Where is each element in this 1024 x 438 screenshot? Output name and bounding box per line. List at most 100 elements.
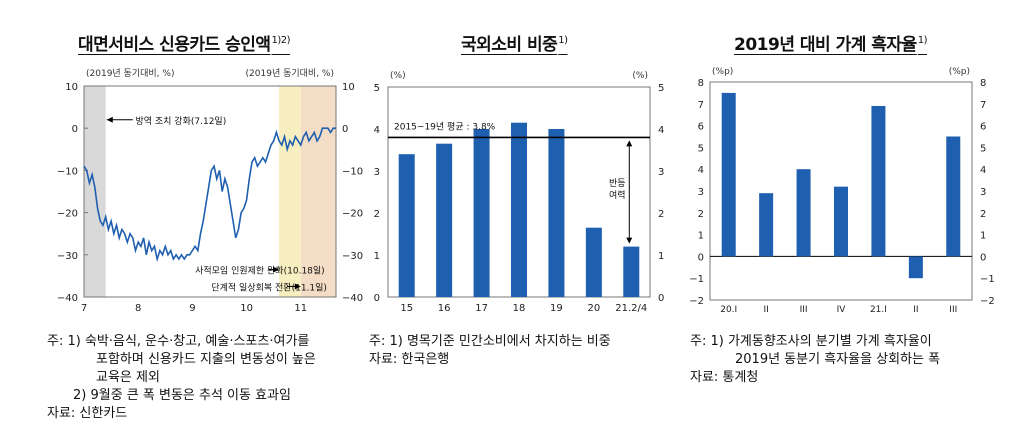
plot-frame (709, 81, 973, 301)
bar (511, 122, 527, 297)
note-mid-1: 주: 1) 명목기준 민간소비에서 차지하는 비중 (369, 334, 611, 349)
y-tick-label-right: −2 (980, 296, 995, 307)
note-mid-source: 자료: 한국은행 (369, 352, 450, 367)
y-tick-label-right: −20 (342, 209, 363, 220)
y-tick-label-right: 2 (658, 209, 664, 220)
y-axis-label-right: (%p) (949, 67, 970, 77)
x-tick-label: II (763, 305, 768, 315)
bar (721, 92, 736, 257)
y-axis-label-left: (%p) (712, 67, 733, 77)
bar (759, 193, 774, 257)
bar (585, 227, 602, 297)
y-tick-label-right: 4 (980, 165, 986, 176)
y-tick-label-right: 8 (980, 78, 986, 89)
bar (871, 105, 886, 257)
x-tick-label: II (913, 305, 918, 315)
y-tick-label-left: 4 (698, 165, 704, 176)
x-tick-label: 9 (189, 303, 195, 314)
annotation-2: 사적모임 인원제한 완화(10.18일) (195, 265, 325, 277)
y-tick-label-left: 2 (698, 209, 704, 220)
x-tick-label: 21.2/4 (615, 303, 647, 314)
x-tick-label: 18 (513, 303, 526, 314)
y-axis-label-right: (%) (632, 71, 648, 81)
plot-frame (83, 85, 337, 298)
gap-arrowhead-bottom (626, 237, 633, 244)
bar (436, 143, 453, 297)
y-tick-label-right: 0 (980, 252, 986, 263)
y-tick-label-right: 2 (980, 209, 986, 220)
y-tick-label-left: −2 (689, 296, 704, 307)
note-left-4: 2) 9월중 큰 폭 변동은 추석 이동 효과임 (73, 388, 291, 403)
x-tick-label: 11 (294, 303, 307, 314)
annotation-3: 단계적 일상회복 전환(11.1일) (211, 281, 327, 293)
y-tick-label-left: 3 (374, 167, 380, 178)
x-tick-label: III (800, 305, 808, 315)
y-tick-label-left: 1 (698, 231, 704, 242)
annotation-arrowhead-3 (294, 283, 301, 290)
x-tick-label: 20 (587, 303, 600, 314)
y-tick-label-left: 0 (72, 124, 78, 135)
bar (834, 186, 848, 257)
gap-label-line2: 여력 (609, 189, 626, 201)
bar (946, 136, 961, 257)
chart3-svg: 8 8 7 7 6 6 5 5 4 4 3 3 2 2 1 1 0 0 −1 −1 −2 −2 (%p) (%p) 20.I II… (689, 67, 995, 315)
shade-orange-region (300, 86, 336, 297)
chart2-title: 국외소비 비중1) (461, 35, 568, 55)
annotation-1: 방역 조치 강화(7.12일) (135, 115, 226, 127)
note-right-1: 주: 1) 가계동향조사의 분기별 가계 흑자율이 (690, 334, 932, 349)
y-tick-label-left: −30 (57, 251, 78, 262)
y-tick-label-left: 10 (65, 82, 78, 93)
y-tick-label-right: −1 (980, 274, 995, 285)
y-tick-label-left: −40 (57, 293, 78, 304)
bar (473, 129, 490, 297)
y-tick-label-right: 6 (980, 122, 986, 133)
y-tick-label-right: 3 (980, 187, 986, 198)
note-right-source: 자료: 통계청 (690, 370, 759, 385)
chart1-title: 대면서비스 신용카드 승인액1)2) (78, 35, 291, 55)
x-tick-label: IV (837, 305, 847, 315)
y-axis-label-left: (2019년 동기대비, %) (86, 68, 174, 79)
note-left-3: 교육은 제외 (96, 370, 160, 385)
note-left-2: 포함하며 신용카드 지출의 변동성이 높은 (96, 352, 316, 367)
annotation-arrowhead-2 (273, 266, 280, 273)
chart3-title: 2019년 대비 가계 흑자율1) (734, 35, 927, 55)
y-tick-label-right: −30 (342, 251, 363, 262)
y-tick-label-left: 2 (374, 209, 380, 220)
bar (623, 246, 640, 297)
y-tick-label-left: 0 (698, 252, 704, 263)
y-tick-label-left: −1 (689, 274, 704, 285)
x-tick-label: III (949, 305, 957, 315)
bar (548, 129, 565, 297)
x-tick-label: 17 (475, 303, 488, 314)
y-tick-label-right: 0 (658, 293, 664, 304)
y-tick-label-right: −10 (342, 166, 363, 177)
note-left-1: 주: 1) 숙박·음식, 운수·창고, 예술·스포츠·여가를 (47, 334, 310, 349)
y-tick-label-right: 4 (658, 125, 664, 136)
y-tick-label-left: −10 (57, 166, 78, 177)
y-tick-label-right: 10 (342, 82, 355, 93)
x-tick-label: 21.I (870, 305, 887, 315)
y-tick-label-right: 5 (658, 83, 664, 94)
note-right-2: 2019년 동분기 흑자율을 상회하는 폭 (735, 352, 941, 367)
x-tick-label: 8 (135, 303, 141, 314)
y-tick-label-left: 7 (698, 100, 704, 111)
y-tick-label-left: 3 (698, 187, 704, 198)
bar (908, 256, 923, 279)
note-left-source: 자료: 신한카드 (47, 406, 128, 421)
y-tick-label-right: 1 (658, 251, 664, 262)
y-tick-label-left: 0 (374, 293, 380, 304)
annotation-arrowhead-1 (106, 116, 113, 123)
y-tick-label-right: −40 (342, 293, 363, 304)
x-tick-label: 20.I (720, 305, 737, 315)
bar (398, 154, 415, 297)
y-tick-label-left: 8 (698, 78, 704, 89)
x-tick-label: 10 (240, 303, 253, 314)
bar (796, 169, 811, 257)
y-tick-label-left: 6 (698, 122, 704, 133)
x-tick-label: 19 (550, 303, 563, 314)
x-tick-label: 7 (81, 303, 87, 314)
y-tick-label-left: 5 (698, 143, 704, 154)
y-tick-label-left: 4 (374, 125, 380, 136)
chart2-svg: 5 5 4 4 3 3 2 2 1 1 0 0 (%) (%) 15 16 17 18 19 20 21.2/4 2015… (374, 71, 665, 314)
gap-label-line1: 반등 (609, 178, 626, 189)
